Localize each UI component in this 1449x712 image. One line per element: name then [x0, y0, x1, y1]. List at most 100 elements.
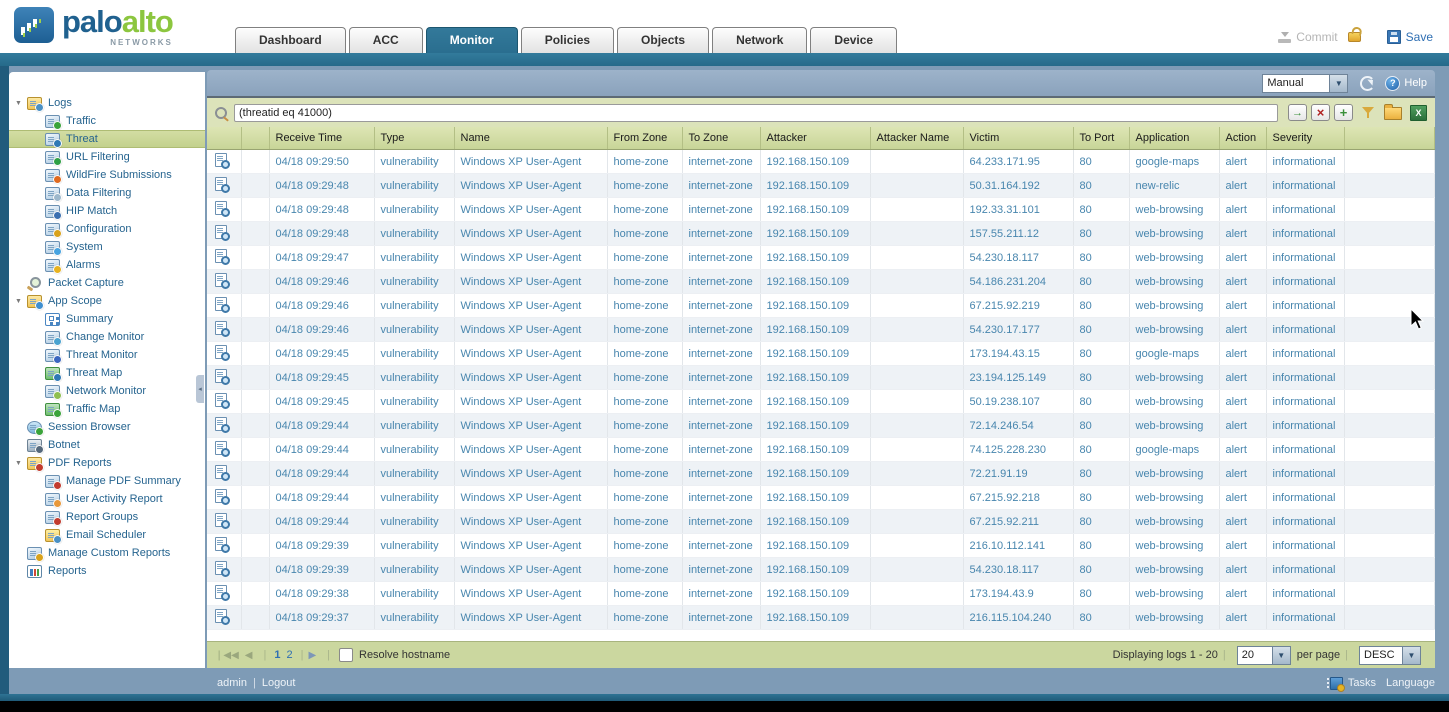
- sidebar-item-system[interactable]: System: [9, 238, 205, 256]
- first-page-button[interactable]: ❘◀◀: [215, 649, 239, 661]
- cell-to-zone: internet-zone: [682, 413, 761, 438]
- log-detail-icon[interactable]: [215, 609, 230, 625]
- sidebar-item-logs[interactable]: ▼ Logs: [9, 94, 205, 112]
- save-filter-button[interactable]: [1361, 106, 1376, 120]
- log-detail-icon[interactable]: [215, 585, 230, 601]
- column-header-severity[interactable]: Severity: [1266, 127, 1345, 150]
- page-number-2[interactable]: 2: [286, 649, 293, 661]
- tab-network[interactable]: Network: [712, 27, 808, 53]
- sort-order-select[interactable]: DESC ▼: [1359, 645, 1421, 665]
- logout-link[interactable]: Logout: [261, 677, 296, 689]
- column-header-to-zone[interactable]: To Zone: [682, 127, 761, 150]
- log-detail-icon[interactable]: [215, 417, 230, 433]
- log-detail-icon[interactable]: [215, 393, 230, 409]
- refresh-mode-select[interactable]: Manual ▼: [1262, 73, 1349, 93]
- tab-policies[interactable]: Policies: [520, 27, 615, 53]
- log-detail-icon[interactable]: [215, 249, 230, 265]
- column-header-to-port[interactable]: To Port: [1073, 127, 1130, 150]
- chevron-down-icon[interactable]: ▼: [1329, 74, 1348, 92]
- cell-to-zone: internet-zone: [682, 533, 761, 558]
- sidebar-item-user-activity-report[interactable]: User Activity Report: [9, 490, 205, 508]
- chevron-down-icon[interactable]: ▼: [1402, 646, 1420, 664]
- sidebar-item-email-scheduler[interactable]: Email Scheduler: [9, 526, 205, 544]
- tab-objects[interactable]: Objects: [617, 27, 710, 53]
- export-to-csv-button[interactable]: X: [1410, 104, 1427, 121]
- sidebar-item-app-scope[interactable]: ▼ App Scope: [9, 292, 205, 310]
- sidebar-item-url-filtering[interactable]: URL Filtering: [9, 148, 205, 166]
- filter-input[interactable]: [234, 103, 1278, 122]
- refresh-icon[interactable]: [1360, 75, 1376, 91]
- sidebar-item-threat[interactable]: Threat: [9, 130, 205, 148]
- tree-expander-icon[interactable]: ▼: [15, 459, 22, 467]
- column-header-victim[interactable]: Victim: [963, 127, 1074, 150]
- resolve-hostname-checkbox[interactable]: [339, 648, 353, 662]
- tab-monitor[interactable]: Monitor: [425, 27, 518, 53]
- sidebar-item-network-monitor[interactable]: Network Monitor: [9, 382, 205, 400]
- per-page-select[interactable]: 20 ▼: [1236, 645, 1291, 665]
- sidebar-item-alarms[interactable]: Alarms: [9, 256, 205, 274]
- sidebar-item-change-monitor[interactable]: Change Monitor: [9, 328, 205, 346]
- sidebar-item-threat-monitor[interactable]: Threat Monitor: [9, 346, 205, 364]
- log-detail-icon[interactable]: [215, 513, 230, 529]
- sidebar-item-label: Logs: [48, 97, 72, 109]
- sidebar-item-report-groups[interactable]: Report Groups: [9, 508, 205, 526]
- column-header-action[interactable]: Action: [1219, 127, 1267, 150]
- language-button[interactable]: Language: [1386, 677, 1435, 689]
- sidebar-item-hip-match[interactable]: HIP Match: [9, 202, 205, 220]
- log-detail-icon[interactable]: [215, 369, 230, 385]
- sidebar-item-botnet[interactable]: Botnet: [9, 436, 205, 454]
- log-detail-icon[interactable]: [215, 537, 230, 553]
- sidebar-item-packet-capture[interactable]: Packet Capture: [9, 274, 205, 292]
- tree-expander-icon[interactable]: ▼: [15, 297, 22, 305]
- chevron-down-icon[interactable]: ▼: [1271, 646, 1290, 664]
- sidebar-item-traffic[interactable]: Traffic: [9, 112, 205, 130]
- add-filter-button[interactable]: +: [1334, 104, 1353, 121]
- sidebar-item-manage-custom-reports[interactable]: Manage Custom Reports: [9, 544, 205, 562]
- sidebar-item-session-browser[interactable]: Session Browser: [9, 418, 205, 436]
- log-detail-icon[interactable]: [215, 273, 230, 289]
- log-detail-icon[interactable]: [215, 345, 230, 361]
- log-detail-icon[interactable]: [215, 153, 230, 169]
- commit-button[interactable]: Commit: [1296, 30, 1338, 44]
- sidebar-item-data-filtering[interactable]: Data Filtering: [9, 184, 205, 202]
- log-detail-icon[interactable]: [215, 225, 230, 241]
- log-detail-icon[interactable]: [215, 489, 230, 505]
- sidebar-collapse-handle[interactable]: ◂: [196, 375, 204, 403]
- clear-filter-button[interactable]: ×: [1311, 104, 1330, 121]
- sidebar-item-threat-map[interactable]: Threat Map: [9, 364, 205, 382]
- tasks-button[interactable]: Tasks: [1347, 677, 1377, 689]
- column-header-attacker[interactable]: Attacker: [760, 127, 871, 150]
- column-header-application[interactable]: Application: [1129, 127, 1220, 150]
- log-detail-icon[interactable]: [215, 297, 230, 313]
- load-filter-button[interactable]: [1384, 104, 1402, 120]
- tab-device[interactable]: Device: [810, 27, 898, 53]
- unlock-icon[interactable]: [1347, 32, 1361, 42]
- column-header-attacker-name[interactable]: Attacker Name: [870, 127, 964, 150]
- log-detail-icon[interactable]: [215, 201, 230, 217]
- help-button[interactable]: ? Help: [1385, 75, 1427, 91]
- save-button[interactable]: Save: [1405, 30, 1433, 44]
- log-detail-icon[interactable]: [215, 441, 230, 457]
- prev-page-button[interactable]: ◀: [244, 649, 253, 661]
- sidebar-item-reports[interactable]: Reports: [9, 562, 205, 580]
- sidebar-item-summary[interactable]: Summary: [9, 310, 205, 328]
- log-detail-icon[interactable]: [215, 177, 230, 193]
- sidebar-item-traffic-map[interactable]: Traffic Map: [9, 400, 205, 418]
- tree-expander-icon[interactable]: ▼: [15, 99, 22, 107]
- column-header-type[interactable]: Type: [374, 127, 455, 150]
- log-detail-icon[interactable]: [215, 561, 230, 577]
- column-header-receive-time[interactable]: Receive Time: [269, 127, 375, 150]
- column-header-name[interactable]: Name: [454, 127, 608, 150]
- apply-filter-button[interactable]: →: [1288, 104, 1307, 121]
- sidebar-item-pdf-reports[interactable]: ▼ PDF Reports: [9, 454, 205, 472]
- column-header-from-zone[interactable]: From Zone: [607, 127, 683, 150]
- tab-dashboard[interactable]: Dashboard: [235, 27, 346, 53]
- log-detail-icon[interactable]: [215, 321, 230, 337]
- sidebar-item-manage-pdf-summary[interactable]: Manage PDF Summary: [9, 472, 205, 490]
- log-detail-icon[interactable]: [215, 465, 230, 481]
- sidebar-item-wildfire-submissions[interactable]: WildFire Submissions: [9, 166, 205, 184]
- next-page-button[interactable]: ▶: [308, 649, 317, 661]
- sidebar-item-configuration[interactable]: Configuration: [9, 220, 205, 238]
- tab-acc[interactable]: ACC: [348, 27, 423, 53]
- page-number-1[interactable]: 1: [274, 649, 281, 661]
